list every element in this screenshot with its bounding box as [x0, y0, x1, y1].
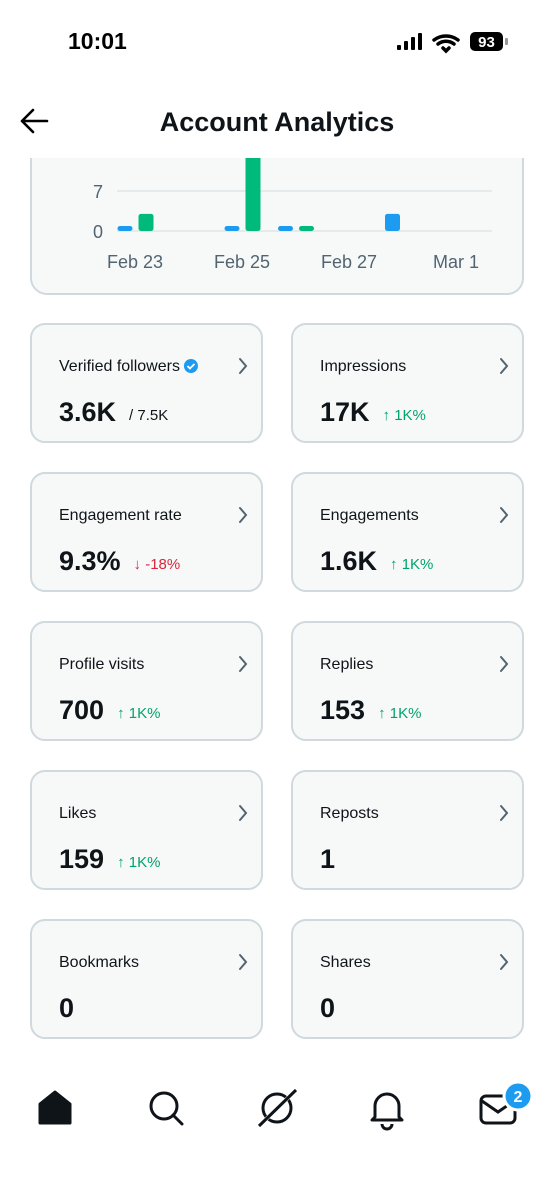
- chevron: [500, 805, 509, 821]
- card-value: 700: [59, 695, 104, 725]
- nav-search[interactable]: [149, 1091, 184, 1126]
- chevron: [500, 656, 509, 672]
- card-bg: [291, 919, 524, 1039]
- card-label: Engagements: [320, 507, 419, 524]
- chart-card-clip: 0 7 Feb 23 Feb 25 Feb 27 Mar 1: [30, 158, 524, 295]
- card-bg: [291, 770, 524, 890]
- nav-grok[interactable]: [256, 1087, 299, 1129]
- chevron: [500, 507, 509, 523]
- metric-card[interactable]: Verified followers 3.6K / 7.5K: [30, 323, 263, 443]
- nav-home[interactable]: [38, 1090, 72, 1125]
- card-sub: / 7.5K: [129, 407, 168, 424]
- status-time: 10:01: [68, 28, 127, 54]
- battery-tip: [505, 38, 508, 45]
- battery-level: 93: [478, 34, 495, 51]
- battery: [470, 32, 503, 51]
- back-button[interactable]: [20, 108, 49, 134]
- chevron: [239, 656, 248, 672]
- card-bg: [30, 323, 263, 443]
- bar: [138, 213, 154, 231]
- card-value: 1.6K: [320, 546, 378, 576]
- metric-card[interactable]: Shares 0: [291, 919, 524, 1039]
- bar: [245, 158, 261, 231]
- chevron: [500, 954, 509, 970]
- cards: Verified followers 3.6K / 7.5K Impressions 1…: [30, 323, 524, 1039]
- metric-card[interactable]: Engagement rate 9.3% ↓ -18%: [30, 472, 263, 592]
- verified-check: [186, 363, 196, 370]
- x-tick-label: Mar 1: [433, 252, 479, 272]
- nav-badge: 2: [514, 1089, 523, 1106]
- card-bg: [291, 323, 524, 443]
- card-bg: [30, 770, 263, 890]
- card-value: 3.6K: [59, 397, 117, 427]
- bar: [224, 226, 240, 231]
- card-label: Engagement rate: [59, 507, 182, 524]
- card-label: Profile visits: [59, 656, 144, 673]
- chevron: [500, 358, 509, 374]
- metric-card[interactable]: Likes 159 ↑ 1K%: [30, 770, 263, 890]
- header-bg: [0, 0, 554, 158]
- card-value: 0: [59, 993, 74, 1023]
- card-value: 159: [59, 844, 104, 874]
- card-value: 153: [320, 695, 365, 725]
- metric-card[interactable]: Reposts 1: [291, 770, 524, 890]
- card-value: 17K: [320, 397, 370, 427]
- card-value: 1: [320, 844, 335, 874]
- metric-card[interactable]: Profile visits 700 ↑ 1K%: [30, 621, 263, 741]
- card-value: 9.3%: [59, 546, 121, 576]
- bar: [117, 226, 133, 231]
- page-title: Account Analytics: [160, 107, 395, 137]
- metric-card[interactable]: Impressions 17K ↑ 1K%: [291, 323, 524, 443]
- x-tick-label: Feb 27: [321, 252, 377, 272]
- card-change: ↓ -18%: [134, 556, 181, 573]
- card-change: ↑ 1K%: [378, 705, 421, 722]
- verified-badge: [183, 359, 198, 373]
- card-bg: [291, 621, 524, 741]
- metric-card[interactable]: Engagements 1.6K ↑ 1K%: [291, 472, 524, 592]
- chevron: [239, 805, 248, 821]
- nav-badge-bg: [502, 1080, 534, 1112]
- card-change: ↑ 1K%: [117, 705, 160, 722]
- card-bg: [30, 472, 263, 592]
- wifi-icon: [432, 34, 460, 54]
- card-label: Shares: [320, 954, 371, 971]
- y-tick-label: 7: [93, 182, 103, 202]
- bar: [278, 226, 293, 231]
- card-label: Impressions: [320, 358, 406, 375]
- bar: [299, 226, 314, 231]
- card-change: ↑ 1K%: [383, 407, 426, 424]
- card-label: Verified followers: [59, 358, 180, 375]
- metric-card[interactable]: Bookmarks 0: [30, 919, 263, 1039]
- nav-notifications[interactable]: [370, 1092, 404, 1131]
- card-bg: [30, 621, 263, 741]
- card-label: Replies: [320, 656, 373, 673]
- card-label: Likes: [59, 805, 96, 822]
- bottom-nav: [38, 1087, 517, 1131]
- signal-icon: [397, 33, 422, 50]
- chevron: [239, 954, 248, 970]
- chart-card: [30, 158, 524, 295]
- metric-card[interactable]: Replies 153 ↑ 1K%: [291, 621, 524, 741]
- card-label: Bookmarks: [59, 954, 139, 971]
- card-bg: [291, 472, 524, 592]
- x-tick-label: Feb 25: [214, 252, 270, 272]
- bar: [385, 213, 400, 231]
- card-label: Reposts: [320, 805, 379, 822]
- card-change: ↑ 1K%: [390, 556, 433, 573]
- y-tick-label: 0: [93, 222, 103, 242]
- chart: 0 7 Feb 23 Feb 25 Feb 27 Mar 1: [93, 158, 492, 272]
- x-tick-label: Feb 23: [107, 252, 163, 272]
- card-value: 0: [320, 993, 335, 1023]
- card-bg: [30, 919, 263, 1039]
- card-change: ↑ 1K%: [117, 854, 160, 871]
- chevron: [239, 507, 248, 523]
- chevron: [239, 358, 248, 374]
